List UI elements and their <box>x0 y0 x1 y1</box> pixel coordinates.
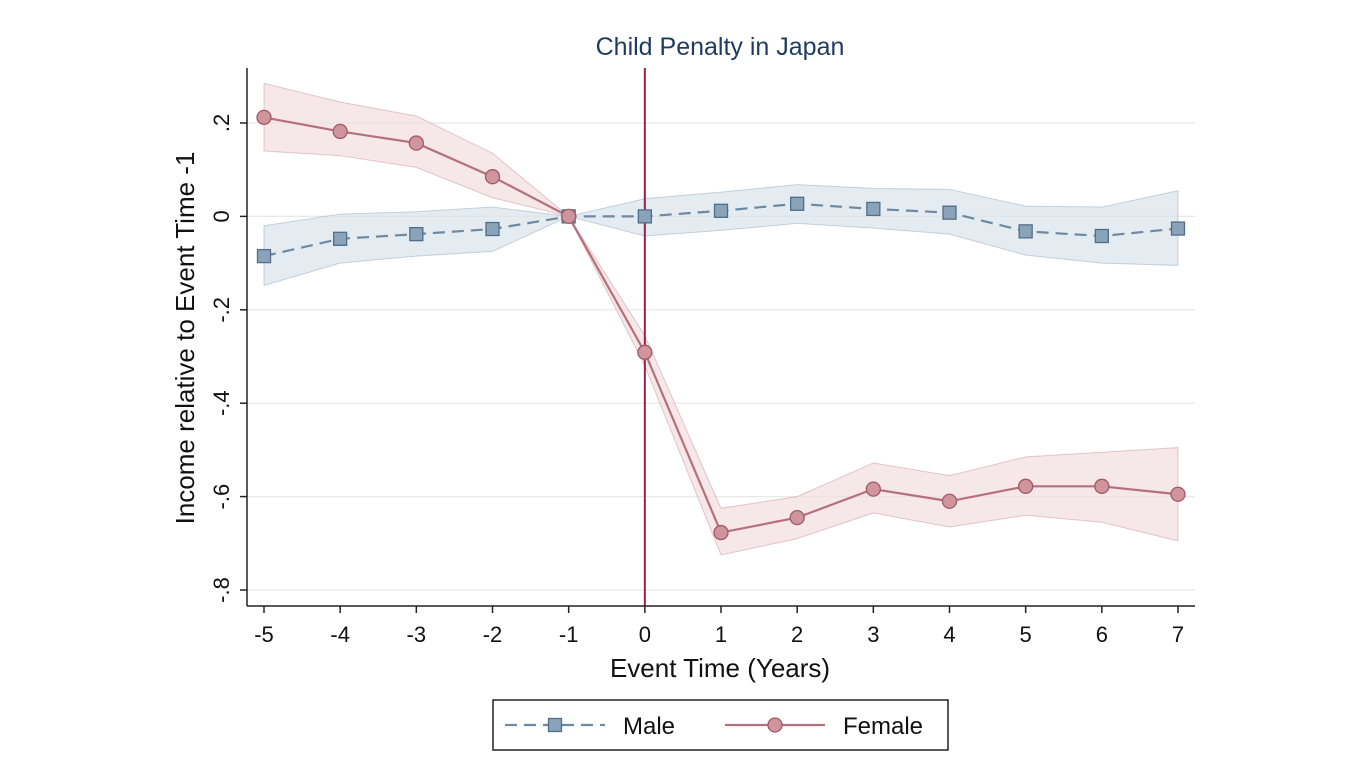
marker-male <box>942 205 957 220</box>
marker-male <box>333 231 348 246</box>
x-tick-label: -5 <box>254 622 274 647</box>
marker-male <box>485 221 500 237</box>
x-tick-label: -1 <box>559 622 579 647</box>
marker-female <box>789 509 805 526</box>
marker-female <box>561 208 577 225</box>
x-tick-label: -3 <box>407 622 427 647</box>
x-tick-label: -4 <box>330 622 350 647</box>
marker-female <box>408 135 424 151</box>
legend-label-male: Male <box>623 713 675 740</box>
marker-female <box>713 524 729 541</box>
marker-female <box>865 481 881 497</box>
marker-female <box>637 344 653 360</box>
x-tick-label: 1 <box>715 622 727 647</box>
confidence-band-female <box>263 82 1179 556</box>
marker-male <box>713 203 729 218</box>
marker-female <box>332 123 348 140</box>
x-tick-label: 0 <box>639 622 651 647</box>
legend-swatch-marker-male <box>547 717 563 733</box>
y-axis-title: Income relative to Event Time -1 <box>170 152 200 525</box>
x-tick-label: 5 <box>1020 622 1032 647</box>
marker-female <box>1094 478 1110 494</box>
y-tick-label: -.8 <box>209 577 234 603</box>
x-tick-label: 3 <box>867 622 879 647</box>
x-tick-label: 2 <box>791 622 803 647</box>
marker-male <box>866 201 881 217</box>
marker-female <box>1018 478 1034 494</box>
x-tick-label: -2 <box>483 622 503 647</box>
marker-male <box>1018 224 1033 239</box>
marker-male <box>1170 221 1186 236</box>
confidence-bands <box>263 82 1179 556</box>
legend: Male Female <box>492 699 949 751</box>
y-tick-label: -.2 <box>209 297 234 323</box>
marker-female <box>256 109 272 126</box>
marker-female <box>1170 486 1186 502</box>
chart-title: Child Penalty in Japan <box>596 33 845 61</box>
x-tick-label: 7 <box>1172 622 1184 647</box>
y-tick-label: .2 <box>209 114 234 132</box>
legend-swatch-marker-female <box>767 717 783 733</box>
marker-male <box>409 226 424 242</box>
x-axis-title: Event Time (Years) <box>610 653 830 683</box>
y-tick-label: -.6 <box>209 484 234 510</box>
x-tick-label: 6 <box>1096 622 1108 647</box>
legend-label-female: Female <box>843 713 923 740</box>
marker-female <box>941 493 958 509</box>
marker-male <box>256 248 272 264</box>
marker-male <box>637 209 652 224</box>
y-tick-label: -.4 <box>209 390 234 416</box>
x-tick-label: 4 <box>943 622 955 647</box>
marker-male <box>790 196 805 211</box>
y-tick-label: 0 <box>209 210 234 222</box>
marker-male <box>1094 228 1109 244</box>
axes: .2 0 -.2 -.4 -.6 -.8 -5 -4 -3 -2 -1 0 1 2 3 4 5 6 7 <box>209 68 1195 647</box>
marker-female <box>484 169 501 185</box>
legend-entries: Male Female <box>505 713 923 740</box>
series-markers <box>256 109 1186 541</box>
